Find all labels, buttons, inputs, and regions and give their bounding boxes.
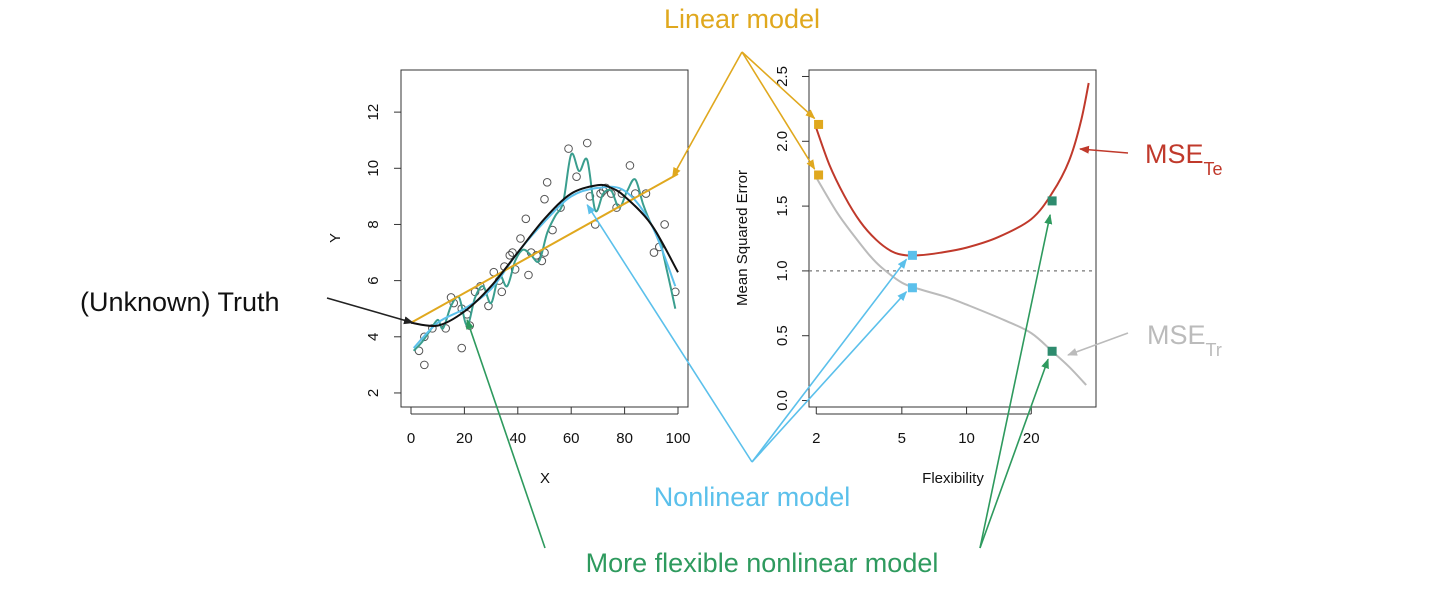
data-point: [420, 332, 429, 342]
left-x-tick-label: 40: [509, 430, 526, 447]
model-marker: [907, 250, 917, 260]
flexible-arrow: [466, 318, 546, 549]
left-y-tick-label: 10: [365, 160, 382, 177]
mse-train-arrow: [1067, 332, 1129, 356]
mse-test-arrow: [1079, 145, 1129, 154]
scatter-points: [414, 138, 680, 370]
right-y-tick-label: 2.0: [774, 131, 791, 152]
right-mse-panel: 2 5 10 20 0.0 0.5 1.0 1.5 2.0 2.5 Flexibility Mea…: [734, 66, 1097, 487]
data-point: [524, 270, 533, 280]
data-point: [428, 324, 437, 333]
flexible-arrow: [979, 358, 1049, 549]
data-point: [660, 220, 669, 229]
mse-train-main: MSE: [1147, 320, 1206, 350]
data-point: [625, 161, 635, 170]
nonlinear-arrow: [751, 258, 908, 463]
linear-arrow: [741, 51, 816, 170]
data-point: [508, 248, 517, 257]
left-curves: [410, 152, 679, 352]
right-y-axis-label: Mean Squared Error: [734, 170, 751, 306]
right-plot-frame: [808, 69, 1097, 408]
left-y-axis-label: Y: [327, 233, 344, 243]
mse-train-curve: [815, 177, 1087, 386]
data-point: [497, 287, 507, 297]
data-point: [414, 346, 424, 356]
mse-test-subscript: Te: [1204, 159, 1223, 179]
model-marker: [1047, 196, 1057, 206]
true-function: [410, 183, 679, 328]
model-marker: [1047, 346, 1057, 356]
data-point: [505, 251, 515, 260]
left-axes: 0 20 40 60 80 100 2 4 6 8 10 12: [365, 104, 691, 447]
mse-test-main: MSE: [1145, 139, 1204, 169]
data-point: [582, 138, 592, 148]
right-y-tick-label: 0.5: [774, 325, 791, 346]
right-y-tick-label: 1.0: [774, 260, 791, 281]
mse-train-subscript: Tr: [1206, 340, 1222, 360]
data-point: [564, 144, 573, 153]
right-x-axis-label: Flexibility: [922, 470, 984, 487]
right-x-tick-label: 5: [898, 430, 906, 447]
right-x-tick-label: 20: [1023, 430, 1040, 447]
right-x-tick-label: 10: [958, 430, 975, 447]
left-x-axis-label: X: [540, 470, 550, 487]
left-y-tick-label: 12: [365, 104, 382, 121]
data-point: [521, 214, 531, 224]
data-point: [457, 343, 467, 353]
mse-test-curve: [815, 82, 1090, 257]
mse-curves: [809, 82, 1096, 386]
right-y-tick-label: 2.5: [774, 66, 791, 87]
data-point: [540, 194, 549, 204]
mse-train-label: MSETr: [1147, 320, 1222, 360]
left-plot-frame: [400, 69, 689, 408]
linear-fit: [410, 173, 679, 324]
left-x-tick-label: 0: [407, 430, 415, 447]
data-point: [585, 192, 595, 201]
left-y-tick-label: 8: [365, 220, 382, 228]
data-point: [542, 178, 552, 187]
linear-arrow: [741, 51, 816, 120]
left-x-tick-label: 60: [563, 430, 580, 447]
model-marker: [907, 283, 917, 293]
flexible-arrow: [979, 213, 1053, 549]
unknown-truth-label: (Unknown) Truth: [80, 287, 280, 317]
left-y-tick-label: 2: [365, 389, 382, 397]
data-point: [649, 248, 659, 257]
annotation-arrows: [326, 51, 1129, 549]
left-x-tick-label: 80: [616, 430, 633, 447]
linear-model-label: Linear model: [664, 4, 820, 34]
flexible-nonlinear-fit: [412, 152, 677, 352]
truth-arrow: [326, 297, 414, 325]
data-point: [420, 360, 429, 370]
left-y-tick-label: 6: [365, 276, 382, 284]
right-y-tick-label: 1.5: [774, 196, 791, 217]
mse-test-label: MSETe: [1145, 139, 1223, 179]
nonlinear-arrow: [586, 203, 753, 463]
left-x-tick-label: 20: [456, 430, 473, 447]
linear-arrow: [671, 51, 743, 178]
data-point: [516, 234, 525, 243]
model-marker: [814, 119, 824, 129]
right-y-tick-label: 0.0: [774, 390, 791, 411]
nonlinear-arrow: [751, 291, 908, 463]
nonlinear-model-label: Nonlinear model: [654, 482, 851, 512]
mse-markers: [814, 119, 1057, 356]
model-marker: [814, 170, 824, 180]
left-x-tick-label: 100: [665, 430, 690, 447]
nonlinear-fit: [412, 185, 677, 349]
right-x-tick-label: 2: [812, 430, 820, 447]
left-y-tick-label: 4: [365, 333, 382, 341]
right-axes: 2 5 10 20 0.0 0.5 1.0 1.5 2.0 2.5: [774, 66, 1040, 447]
more-flexible-model-label: More flexible nonlinear model: [586, 548, 939, 578]
left-scatter-panel: 0 20 40 60 80 100 2 4 6 8 10 12 X Y: [327, 69, 691, 487]
data-point: [572, 172, 581, 182]
